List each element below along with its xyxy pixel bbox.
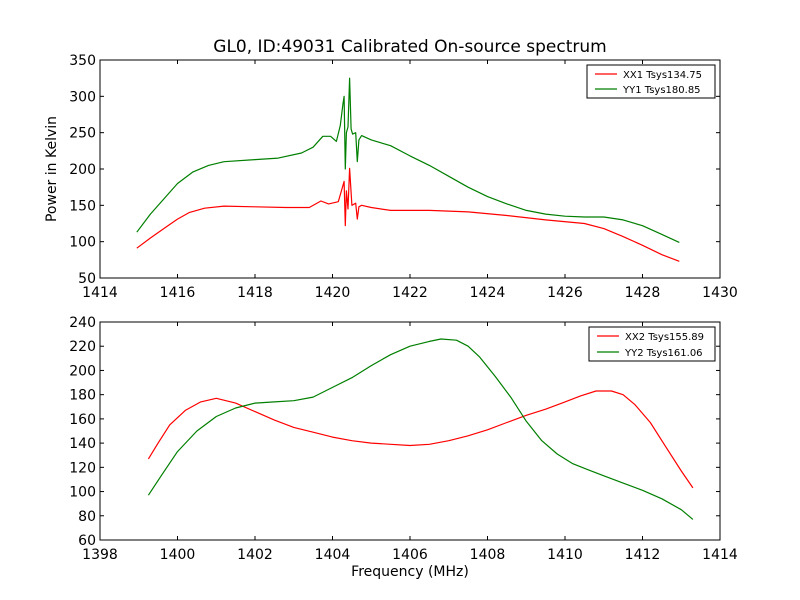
y-tick-label: 80 [78,509,96,525]
legend-label: YY2 Tsys161.06 [624,348,703,359]
y-tick-label: 120 [69,460,96,476]
y-tick-label: 220 [69,339,96,355]
y-tick-label: 60 [78,533,96,549]
top-panel: 1414 1416 1418 1420 1422 1424 1426 1428 1430 50 10… [69,53,738,301]
x-tick-label: 1430 [702,285,738,301]
x-tick-label: 1422 [392,285,428,301]
bottom-xlabel: Frequency (MHz) [351,564,469,580]
x-tick-label: 1418 [237,285,273,301]
bottom-panel: 1398 1400 1402 1404 1406 1408 1410 1412 1414 60 80… [69,315,738,563]
y-tick-label: 100 [69,485,96,501]
y-tick-label: 150 [69,198,96,214]
series-line-1-2 [136,77,680,243]
x-tick-label: 1398 [82,547,118,563]
y-tick-label: 300 [69,89,96,105]
x-tick-label: 1410 [547,547,583,563]
series-line-1-1 [136,167,680,262]
x-tick-label: 1400 [160,547,196,563]
x-tick-label: 1414 [82,285,118,301]
series-line-2-1 [147,390,694,489]
x-tick-label: 1426 [547,285,583,301]
y-tick-label: 50 [78,271,96,287]
y-tick-label: 100 [69,235,96,251]
x-tick-label: 1404 [315,547,351,563]
series-line-2-2 [147,338,694,520]
x-tick-label: 1414 [702,547,738,563]
y-tick-label: 200 [69,162,96,178]
x-tick-label: 1416 [160,285,196,301]
x-tick-label: 1420 [315,285,351,301]
chart-title: GL0, ID:49031 Calibrated On-source spect… [213,37,606,57]
top-ylabel: Power in Kelvin [44,116,60,222]
x-tick-label: 1412 [625,547,661,563]
y-tick-label: 160 [69,412,96,428]
x-tick-label: 1408 [470,547,506,563]
x-tick-label: 1406 [392,547,428,563]
y-tick-label: 140 [69,436,96,452]
x-tick-label: 1424 [470,285,506,301]
y-tick-label: 350 [69,53,96,69]
y-tick-label: 200 [69,363,96,379]
x-tick-label: 1402 [237,547,273,563]
y-tick-label: 250 [69,126,96,142]
legend-label: XX2 Tsys155.89 [625,332,704,343]
legend-label: XX1 Tsys134.75 [623,70,702,81]
y-tick-label: 180 [69,388,96,404]
x-tick-label: 1428 [625,285,661,301]
legend-label: YY1 Tsys180.85 [622,85,701,96]
legend-box [586,64,716,99]
legend-box [588,326,716,362]
y-tick-label: 240 [69,315,96,331]
